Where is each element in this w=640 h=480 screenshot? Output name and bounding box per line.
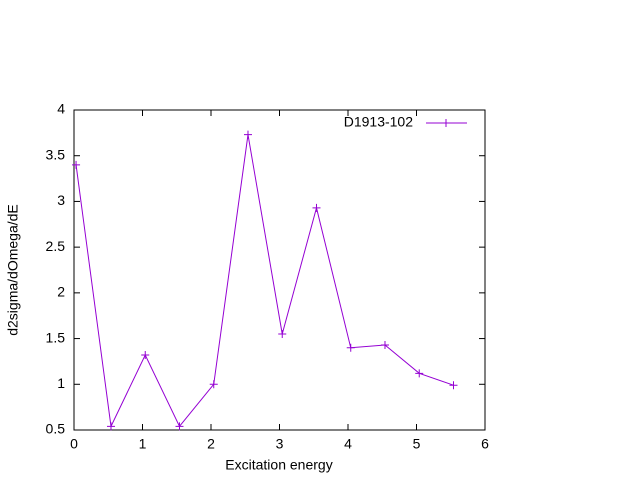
y-tick-label: 0.5 xyxy=(46,421,66,437)
x-tick-label: 6 xyxy=(481,436,489,452)
y-tick-label: 4 xyxy=(57,101,65,117)
point xyxy=(243,130,252,139)
point xyxy=(106,422,115,431)
y-axis-label: d2sigma/dOmega/dE xyxy=(5,204,21,336)
x-tick-label: 4 xyxy=(344,436,352,452)
x-tick-label: 1 xyxy=(139,436,147,452)
x-tick-label: 5 xyxy=(413,436,421,452)
y-tick-label: 2.5 xyxy=(46,238,66,254)
y-tick-label: 1.5 xyxy=(46,329,66,345)
legend-label: D1913-102 xyxy=(344,114,413,130)
y-tick-label: 3 xyxy=(57,192,65,208)
x-axis-label: Excitation energy xyxy=(225,457,332,473)
point xyxy=(312,203,321,212)
x-tick-label: 0 xyxy=(70,436,78,452)
y-tick-label: 2 xyxy=(57,284,65,300)
point xyxy=(141,351,150,360)
point xyxy=(72,160,81,169)
x-tick-label: 3 xyxy=(276,436,284,452)
line xyxy=(75,134,454,429)
x-tick-label: 2 xyxy=(207,436,215,452)
point xyxy=(415,369,424,378)
y-tick-label: 3.5 xyxy=(46,146,66,162)
point xyxy=(175,422,184,431)
plot-frame xyxy=(73,109,486,431)
point xyxy=(209,380,218,389)
legend-marker xyxy=(442,119,450,127)
point xyxy=(346,343,355,352)
point xyxy=(449,381,458,390)
point xyxy=(278,330,287,338)
point xyxy=(380,340,389,349)
y-tick-label: 1 xyxy=(57,375,65,391)
